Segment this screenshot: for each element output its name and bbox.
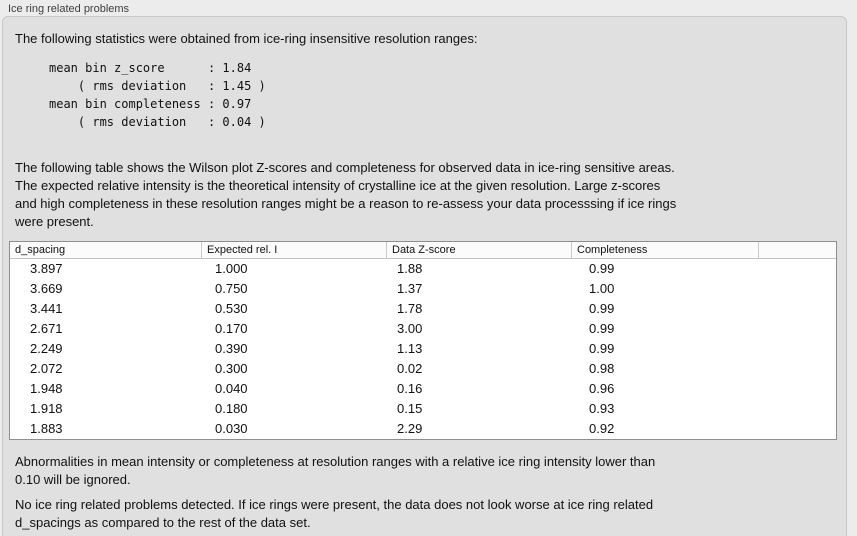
table-cell: 0.96	[589, 381, 615, 396]
table-cell: 0.16	[397, 381, 423, 396]
table-cell: 0.170	[215, 321, 248, 336]
table-cell	[759, 419, 836, 439]
table-cell: 0.98	[589, 361, 615, 376]
table-cell: 2.249	[30, 341, 63, 356]
table-cell: 0.030	[215, 421, 248, 436]
table-row[interactable]: 2.072 0.300 0.02 0.98	[10, 359, 836, 379]
table-cell: 1.948	[30, 381, 63, 396]
table-cell: 3.669	[30, 281, 63, 296]
table-cell: 0.15	[397, 401, 423, 416]
stats-block: mean bin z_score : 1.84 ( rms deviation …	[49, 61, 266, 129]
table-cell: 3.00	[397, 321, 423, 336]
table-row[interactable]: 3.897 1.000 1.88 0.99	[10, 259, 836, 279]
table-cell: 3.897	[30, 261, 63, 276]
table-cell: 1.37	[397, 281, 423, 296]
table-cell: 0.180	[215, 401, 248, 416]
table-cell: 0.92	[589, 421, 615, 436]
table-row[interactable]: 1.918 0.180 0.15 0.93	[10, 399, 836, 419]
table-cell	[759, 399, 836, 419]
table-cell: 1.000	[215, 261, 248, 276]
table-cell: 0.530	[215, 301, 248, 316]
table-cell: 1.88	[397, 261, 423, 276]
table-cell: 1.13	[397, 341, 423, 356]
column-header-empty	[759, 242, 836, 258]
stats-intro-text: The following statistics were obtained f…	[15, 31, 478, 46]
table-cell: 1.78	[397, 301, 423, 316]
table-cell: 0.750	[215, 281, 248, 296]
table-cell: 0.02	[397, 361, 423, 376]
table-row[interactable]: 1.883 0.030 2.29 0.92	[10, 419, 836, 439]
table-cell	[759, 319, 836, 339]
table-cell: 1.883	[30, 421, 63, 436]
groupbox-title: Ice ring related problems	[8, 3, 130, 15]
column-header-expected-rel-i[interactable]: Expected rel. I	[202, 242, 387, 258]
column-header-data-z-score[interactable]: Data Z-score	[387, 242, 572, 258]
table-row[interactable]: 2.249 0.390 1.13 0.99	[10, 339, 836, 359]
table-cell	[759, 259, 836, 279]
table-row[interactable]: 3.441 0.530 1.78 0.99	[10, 299, 836, 319]
table-header-row: d_spacing Expected rel. I Data Z-score C…	[10, 242, 836, 259]
table-cell	[759, 279, 836, 299]
ignore-note-text: Abnormalities in mean intensity or compl…	[15, 454, 656, 487]
table-description-text: The following table shows the Wilson plo…	[15, 160, 677, 229]
ice-ring-panel: The following statistics were obtained f…	[2, 16, 847, 536]
table-cell: 3.441	[30, 301, 63, 316]
table-row[interactable]: 3.669 0.750 1.37 1.00	[10, 279, 836, 299]
conclusion-text: No ice ring related problems detected. I…	[15, 497, 654, 530]
table-cell: 2.072	[30, 361, 63, 376]
column-header-completeness[interactable]: Completeness	[572, 242, 759, 258]
table-cell: 0.99	[589, 301, 615, 316]
table-cell	[759, 379, 836, 399]
table-cell: 0.300	[215, 361, 248, 376]
table-cell: 1.00	[589, 281, 615, 296]
table-cell: 0.93	[589, 401, 615, 416]
table-cell: 2.671	[30, 321, 63, 336]
table-row[interactable]: 1.948 0.040 0.16 0.96	[10, 379, 836, 399]
table-cell: 2.29	[397, 421, 423, 436]
table-row[interactable]: 2.671 0.170 3.00 0.99	[10, 319, 836, 339]
table-cell	[759, 359, 836, 379]
ice-ring-table[interactable]: d_spacing Expected rel. I Data Z-score C…	[9, 241, 837, 440]
table-cell: 0.390	[215, 341, 248, 356]
column-header-d-spacing[interactable]: d_spacing	[10, 242, 202, 258]
table-cell: 0.99	[589, 261, 615, 276]
table-cell	[759, 299, 836, 319]
table-cell: 0.040	[215, 381, 248, 396]
table-cell: 0.99	[589, 341, 615, 356]
table-cell	[759, 339, 836, 359]
table-cell: 0.99	[589, 321, 615, 336]
table-cell: 1.918	[30, 401, 63, 416]
table-body: 3.897 1.000 1.88 0.99 3.669 0.750 1.37 1.00 3.44…	[10, 259, 836, 439]
